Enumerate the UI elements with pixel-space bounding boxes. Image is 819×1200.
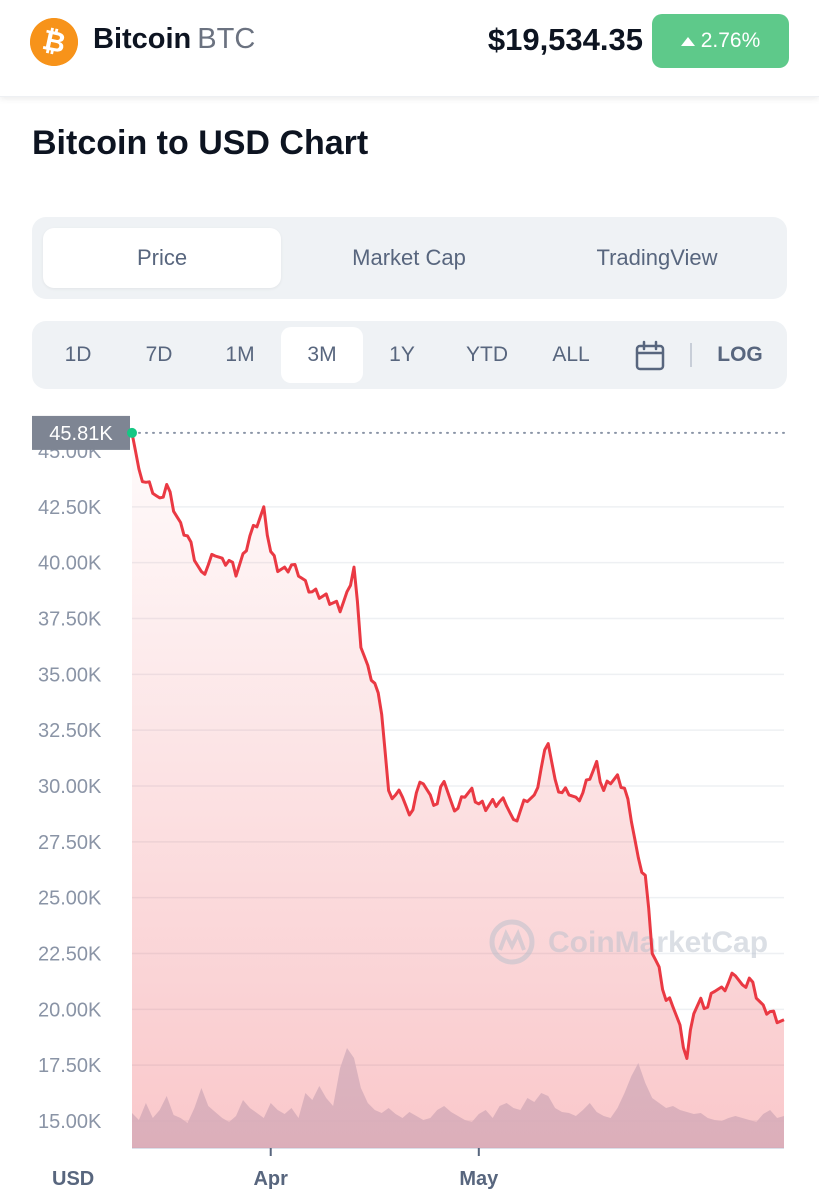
x-tick-label: Apr bbox=[253, 1168, 288, 1190]
max-price-label-bg bbox=[32, 415, 130, 450]
x-axis: USD Apr May bbox=[52, 1148, 499, 1190]
log-scale-toggle[interactable]: LOG bbox=[717, 343, 763, 366]
y-tick-label: 42.50K bbox=[38, 497, 102, 519]
max-price-label: 45.81K bbox=[49, 423, 113, 445]
y-tick-label: 20.00K bbox=[38, 999, 102, 1021]
y-tick-label: 32.50K bbox=[38, 720, 102, 742]
time-range-selector: 1D 7D 1M 3M 1Y YTD ALL LOG bbox=[32, 321, 787, 389]
y-tick-label: 35.00K bbox=[38, 664, 102, 686]
range-all[interactable]: ALL bbox=[552, 343, 590, 366]
x-tick-label: May bbox=[459, 1168, 499, 1190]
y-axis: 45.00K15.00K17.50K20.00K22.50K25.00K27.5… bbox=[38, 441, 102, 1133]
y-tick-label: 15.00K bbox=[38, 1111, 102, 1133]
price-area bbox=[132, 433, 784, 1149]
coin-symbol: BTC bbox=[197, 23, 256, 55]
coin-name: Bitcoin bbox=[93, 23, 192, 55]
coinmarketcap-logo-icon bbox=[489, 919, 535, 965]
y-tick-label: 40.00K bbox=[38, 553, 102, 575]
range-ytd[interactable]: YTD bbox=[466, 343, 508, 366]
coin-header: ₿ Bitcoin BTC $19,534.35 2.76% bbox=[0, 0, 819, 97]
y-tick-label: 37.50K bbox=[38, 609, 102, 631]
price-line bbox=[130, 432, 785, 1060]
calendar-icon[interactable] bbox=[634, 340, 666, 372]
y-tick-label: 22.50K bbox=[38, 944, 102, 966]
range-divider bbox=[690, 343, 692, 367]
triangle-up-icon bbox=[680, 36, 695, 46]
y-tick-label: 17.50K bbox=[38, 1055, 102, 1077]
y-tick-label: 27.50K bbox=[38, 832, 102, 854]
y-tick-label: 30.00K bbox=[38, 776, 102, 798]
price-change-value: 2.76% bbox=[700, 29, 761, 52]
range-1y[interactable]: 1Y bbox=[389, 343, 415, 366]
tab-price[interactable]: Price bbox=[43, 228, 281, 288]
chart-type-tabs: Price Market Cap TradingView bbox=[32, 217, 787, 299]
tab-tradingview[interactable]: TradingView bbox=[596, 245, 718, 270]
x-axis-unit: USD bbox=[52, 1168, 94, 1190]
range-3m[interactable]: 3M bbox=[281, 327, 363, 383]
max-price-dot bbox=[127, 427, 137, 438]
coinmarketcap-logo-mark bbox=[498, 929, 526, 951]
price-chart: 45.00K15.00K17.50K20.00K22.50K25.00K27.5… bbox=[32, 415, 785, 1190]
price-change-badge: 2.76% bbox=[652, 14, 789, 68]
page-title: Bitcoin to USD Chart bbox=[32, 124, 369, 162]
current-price: $19,534.35 bbox=[487, 22, 643, 57]
max-price-marker: 45.81K bbox=[32, 415, 137, 450]
coinmarketcap-watermark: CoinMarketCap bbox=[489, 919, 768, 965]
coin-title: Bitcoin BTC bbox=[93, 23, 255, 56]
y-tick-label: 25.00K bbox=[38, 888, 102, 910]
tab-market-cap[interactable]: Market Cap bbox=[352, 245, 466, 270]
watermark-text: CoinMarketCap bbox=[548, 926, 768, 959]
range-1m[interactable]: 1M bbox=[225, 343, 255, 366]
range-1d[interactable]: 1D bbox=[64, 343, 92, 366]
bitcoin-icon: ₿ bbox=[30, 18, 78, 66]
range-7d[interactable]: 7D bbox=[145, 343, 173, 366]
